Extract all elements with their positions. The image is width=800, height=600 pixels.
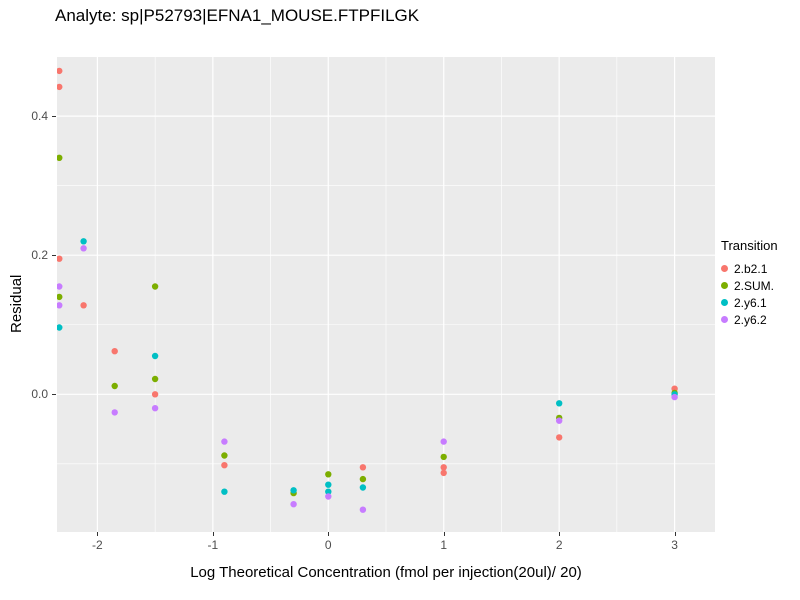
x-tick-mark (328, 532, 330, 536)
legend: Transition 2.b2.1 2.SUM. 2.y6.1 2.y6.2 (721, 238, 778, 328)
data-point-2.y6.1 (556, 400, 563, 407)
data-point-2.b2.1 (80, 302, 87, 309)
y-tick-mark (52, 255, 56, 257)
data-point-2.SUM. (151, 375, 159, 383)
data-point-2.y6.1 (325, 488, 332, 495)
data-point-2.b2.1 (221, 462, 228, 469)
data-point-2.b2.1 (440, 464, 447, 471)
y-tick-label: 0.4 (31, 109, 48, 124)
legend-item-2.b2.1: 2.b2.1 (721, 260, 778, 277)
data-point-2.SUM. (359, 475, 367, 483)
x-axis-title: Log Theoretical Concentration (fmol per … (190, 564, 582, 581)
data-point-2.y6.1 (221, 488, 228, 495)
data-point-2.y6.2 (111, 409, 118, 416)
x-tick-label: -1 (207, 538, 219, 552)
data-point-2.SUM. (111, 382, 118, 390)
data-point-2.SUM. (325, 471, 332, 478)
y-axis-title: Residual (8, 274, 25, 333)
y-tick-mark (52, 394, 56, 396)
data-point-2.y6.2 (151, 405, 159, 412)
x-tick-mark (443, 532, 445, 536)
data-point-2.y6.1 (151, 352, 159, 360)
data-point-2.y6.2 (325, 493, 332, 500)
data-point-2.y6.2 (221, 438, 228, 445)
data-point-2.y6.2 (359, 506, 367, 513)
legend-item-label: 2.y6.2 (734, 312, 767, 327)
data-point-2.b2.1 (556, 434, 563, 441)
data-point-2.b2.1 (359, 464, 367, 471)
data-point-2.y6.2 (440, 438, 447, 445)
legend-item-label: 2.y6.1 (734, 295, 767, 310)
x-tick-mark (559, 532, 561, 536)
data-point-2.y6.2 (556, 417, 563, 424)
legend-key-dot (721, 299, 728, 306)
y-tick-mark (52, 116, 56, 118)
chart-title: Analyte: sp|P52793|EFNA1_MOUSE.FTPFILGK (55, 6, 420, 25)
x-tick-label: -2 (92, 538, 103, 552)
data-point-2.b2.1 (57, 255, 63, 262)
data-point-2.b2.1 (57, 67, 63, 75)
legend-item-2.y6.2: 2.y6.2 (721, 311, 778, 328)
data-point-2.SUM. (221, 452, 228, 459)
plot-panel (57, 57, 715, 532)
legend-item-label: 2.SUM. (734, 278, 775, 293)
data-point-2.y6.2 (80, 245, 87, 252)
data-point-2.y6.2 (57, 302, 63, 309)
x-tick-label: 1 (440, 538, 448, 552)
data-point-2.SUM. (151, 283, 159, 290)
y-tick-label: 0.2 (31, 248, 48, 263)
x-tick-mark (212, 532, 214, 536)
legend-key-dot (721, 282, 728, 289)
data-point-2.SUM. (57, 293, 63, 301)
legend-title: Transition (721, 238, 778, 253)
legend-item-2.y6.1: 2.y6.1 (721, 294, 778, 311)
x-tick-label: 2 (555, 538, 563, 552)
data-point-2.b2.1 (440, 469, 447, 477)
data-point-2.y6.2 (290, 501, 297, 508)
data-point-2.y6.1 (290, 487, 297, 494)
legend-item-2.SUM.: 2.SUM. (721, 277, 778, 294)
data-point-2.y6.1 (80, 238, 87, 245)
data-point-2.SUM. (57, 154, 63, 161)
data-point-2.b2.1 (151, 391, 159, 398)
x-tick-mark (674, 532, 676, 536)
data-point-2.y6.2 (57, 283, 63, 290)
data-point-2.SUM. (440, 453, 447, 461)
x-tick-label: 3 (671, 538, 678, 552)
data-point-2.y6.1 (57, 324, 63, 331)
data-point-2.b2.1 (57, 83, 63, 91)
x-tick-mark (97, 532, 99, 536)
data-point-2.b2.1 (111, 348, 118, 355)
x-tick-label: 0 (324, 538, 332, 552)
data-point-2.y6.2 (671, 393, 678, 401)
legend-key-dot (721, 316, 728, 323)
legend-item-label: 2.b2.1 (734, 261, 768, 276)
y-tick-label: 0.0 (31, 387, 48, 402)
legend-key-dot (721, 265, 728, 272)
legend-items: 2.b2.1 2.SUM. 2.y6.1 2.y6.2 (721, 260, 778, 328)
data-point-2.y6.1 (325, 481, 332, 488)
data-point-2.y6.1 (359, 484, 367, 491)
